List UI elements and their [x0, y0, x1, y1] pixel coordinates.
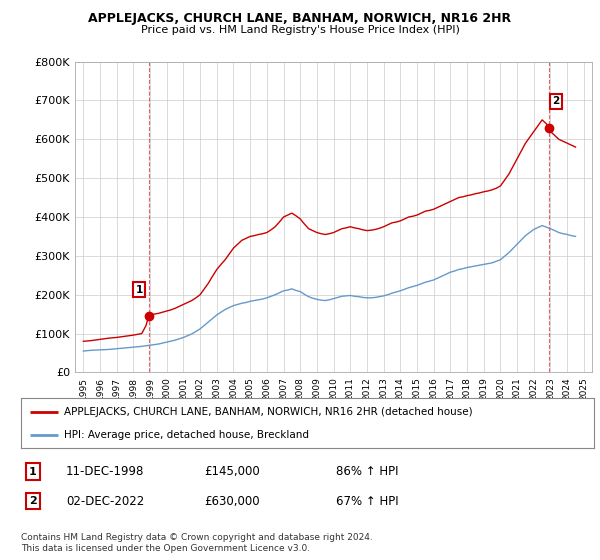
- Text: 02-DEC-2022: 02-DEC-2022: [66, 494, 144, 508]
- Text: £630,000: £630,000: [204, 494, 260, 508]
- Text: 1: 1: [29, 466, 37, 477]
- Text: 2: 2: [553, 96, 560, 106]
- Text: 86% ↑ HPI: 86% ↑ HPI: [336, 465, 398, 478]
- Text: Contains HM Land Registry data © Crown copyright and database right 2024.
This d: Contains HM Land Registry data © Crown c…: [21, 533, 373, 553]
- Text: 1: 1: [136, 284, 143, 295]
- Text: Price paid vs. HM Land Registry's House Price Index (HPI): Price paid vs. HM Land Registry's House …: [140, 25, 460, 35]
- Text: HPI: Average price, detached house, Breckland: HPI: Average price, detached house, Brec…: [64, 431, 309, 440]
- Text: APPLEJACKS, CHURCH LANE, BANHAM, NORWICH, NR16 2HR: APPLEJACKS, CHURCH LANE, BANHAM, NORWICH…: [88, 12, 512, 25]
- Text: APPLEJACKS, CHURCH LANE, BANHAM, NORWICH, NR16 2HR (detached house): APPLEJACKS, CHURCH LANE, BANHAM, NORWICH…: [64, 407, 473, 417]
- Text: 11-DEC-1998: 11-DEC-1998: [66, 465, 145, 478]
- Text: 2: 2: [29, 496, 37, 506]
- Text: 67% ↑ HPI: 67% ↑ HPI: [336, 494, 398, 508]
- Text: £145,000: £145,000: [204, 465, 260, 478]
